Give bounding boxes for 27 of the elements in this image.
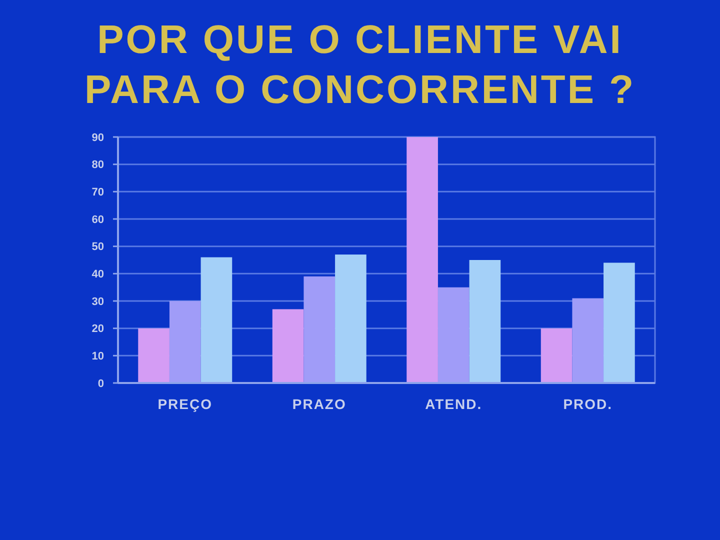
bar: [469, 260, 501, 383]
x-tick-label: PRAZO: [292, 396, 346, 412]
bar: [604, 262, 635, 383]
y-tick-label: 0: [98, 378, 104, 390]
bar: [169, 301, 201, 383]
y-tick-label: 30: [92, 296, 104, 308]
y-tick-label: 40: [92, 268, 104, 281]
bar: [272, 309, 304, 383]
bar: [540, 328, 572, 383]
y-tick-label: 20: [92, 323, 104, 336]
chart-title: POR QUE O CLIENTE VAI PARA O CONCORRENTE ?: [84, 18, 636, 112]
y-tick-label: 70: [92, 186, 104, 199]
bar: [572, 298, 604, 383]
bar: [200, 257, 232, 383]
bar: [304, 276, 336, 383]
y-tick-label: 80: [92, 159, 104, 172]
y-tick-label: 50: [92, 241, 104, 254]
x-tick-label: PROD.: [563, 396, 613, 412]
y-tick-label: 60: [92, 214, 104, 226]
x-tick-label: ATEND.: [425, 396, 482, 412]
bar: [438, 287, 470, 383]
bar: [335, 254, 366, 383]
x-tick-label: PREÇO: [158, 396, 213, 412]
y-tick-label: 90: [92, 132, 104, 144]
bar: [138, 328, 170, 383]
bar: [406, 137, 438, 383]
y-tick-label: 10: [92, 350, 104, 363]
